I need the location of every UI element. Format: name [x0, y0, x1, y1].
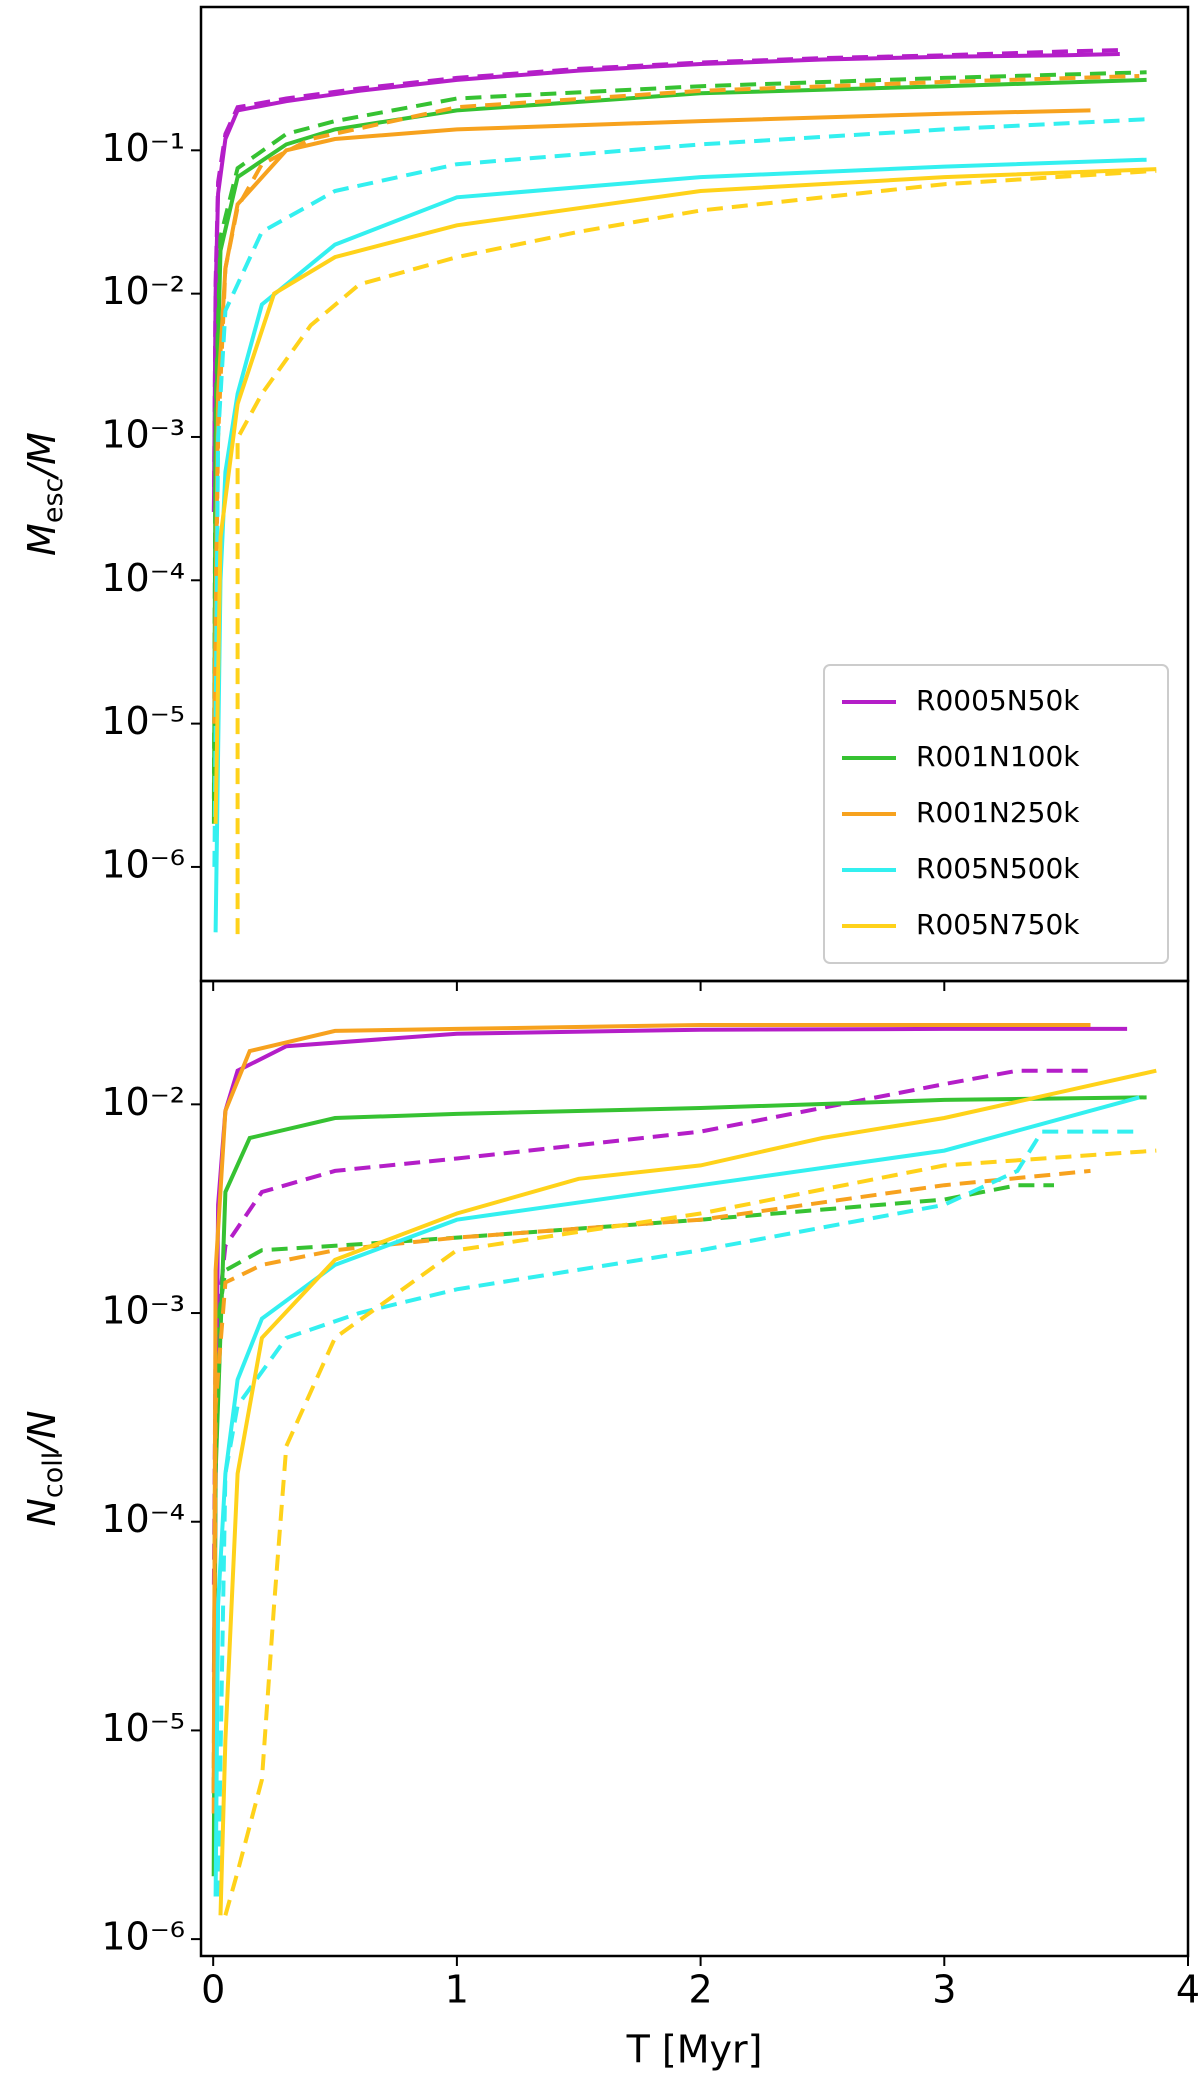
- y-tick-label: 10⁻¹: [101, 126, 185, 170]
- y-label-suffix: /M: [20, 432, 64, 481]
- y-tick-label: 10⁻⁵: [101, 1706, 185, 1750]
- series-line: [211, 1068, 1091, 1585]
- x-tick-label: 2: [688, 1968, 712, 2012]
- series-line: [212, 108, 1091, 724]
- series-line: [211, 1095, 1147, 1877]
- y-label-subscript: esc: [38, 478, 69, 524]
- legend-label: R005N750k: [916, 908, 1080, 941]
- y-tick-label: 10⁻⁶: [101, 1915, 185, 1959]
- legend-label: R005N500k: [916, 852, 1080, 885]
- y-label-suffix: /N: [20, 1410, 64, 1454]
- y-label-symbol: M: [20, 523, 64, 556]
- series-line: [213, 1095, 1140, 1897]
- x-tick-label: 1: [445, 1968, 469, 2012]
- y-tick-label: 10⁻⁶: [101, 842, 185, 886]
- legend-box: [823, 664, 1169, 964]
- y-tick-label: 10⁻³: [101, 412, 185, 456]
- y-tick-label: 10⁻⁴: [101, 1497, 185, 1541]
- series-line: [211, 70, 1147, 799]
- x-tick-label: 4: [1176, 1968, 1200, 2012]
- x-axis-label: T [Myr]: [626, 2028, 763, 2072]
- legend-label: R001N100k: [916, 740, 1080, 773]
- y-axis-label: Mesc/M: [20, 432, 69, 556]
- series-line: [223, 1148, 1157, 1916]
- series-line: [212, 117, 1147, 867]
- legend-label: R001N250k: [916, 796, 1080, 829]
- series-line: [212, 74, 1140, 724]
- y-tick-label: 10⁻⁵: [101, 699, 185, 743]
- series-line: [211, 1168, 1091, 1814]
- series-line: [218, 1068, 1157, 1916]
- y-tick-label: 10⁻³: [101, 1289, 185, 1333]
- series-line: [211, 1023, 1091, 1794]
- y-tick-label: 10⁻²: [101, 269, 185, 313]
- plot-frame: [199, 979, 1190, 1958]
- series-line: [211, 1026, 1128, 1673]
- y-label-subscript: coll: [38, 1452, 69, 1498]
- x-tick-label: 0: [201, 1968, 225, 2012]
- y-label-symbol: N: [20, 1498, 64, 1526]
- series-line: [211, 48, 1120, 512]
- x-tick-label: 3: [932, 1968, 956, 2012]
- y-axis-label: Ncoll/N: [20, 1410, 69, 1526]
- series-line: [213, 167, 1157, 824]
- y-tick-label: 10⁻²: [101, 1080, 185, 1124]
- series-line: [211, 1183, 1054, 1794]
- legend-label: R0005N50k: [916, 684, 1080, 717]
- series-line: [216, 1129, 1140, 1897]
- y-tick-label: 10⁻⁴: [101, 556, 185, 600]
